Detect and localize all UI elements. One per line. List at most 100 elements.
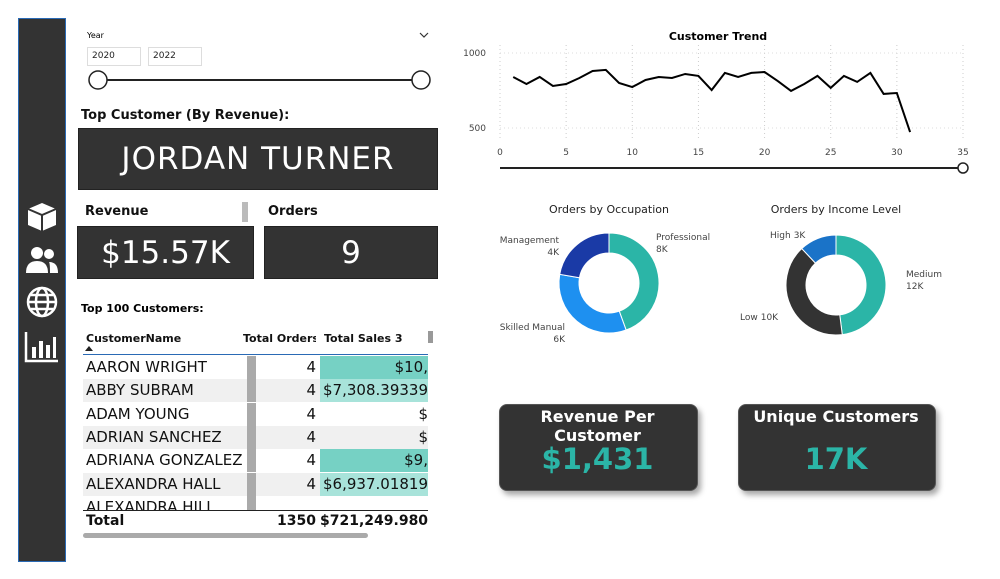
total-sales: $ xyxy=(418,427,428,446)
category-label: Professional xyxy=(656,233,710,243)
kpi-title: Unique Customers xyxy=(753,407,919,426)
chart-title: Orders by Occupation xyxy=(549,203,669,216)
row-gap xyxy=(247,402,256,426)
globe-icon[interactable] xyxy=(26,286,58,318)
year-to[interactable]: 2022 xyxy=(148,47,202,66)
chart-title: Customer Trend xyxy=(669,30,767,43)
y-tick-label: 500 xyxy=(469,124,486,134)
value-label: 12K xyxy=(906,282,924,292)
column-header: Total Orders xyxy=(243,332,316,345)
total-rule xyxy=(83,510,428,511)
table-row: ABBY SUBRAM 4 $7,308.39339 xyxy=(83,379,428,403)
total-orders: 4 xyxy=(306,381,316,400)
x-tick-label: 0 xyxy=(497,148,503,158)
people-icon[interactable] xyxy=(26,247,58,273)
donut-segment xyxy=(785,247,843,336)
donut-segment xyxy=(608,232,660,331)
y-tick-label: 1000 xyxy=(463,49,486,59)
total-cell: 1350 xyxy=(277,513,316,529)
customer-name: ABBY SUBRAM xyxy=(86,381,194,400)
dropdown-chevron[interactable] xyxy=(418,30,430,40)
x-tick-label: 35 xyxy=(957,148,968,158)
category-label: Management xyxy=(500,236,560,246)
revenue-label: Revenue xyxy=(85,204,149,219)
customer-name: ALEXANDRA HILL xyxy=(86,497,215,510)
top-customer-name: JORDAN TURNER xyxy=(78,128,438,190)
donut-segment xyxy=(558,273,627,334)
data-label: Medium 12K xyxy=(906,270,942,292)
header-rule xyxy=(83,354,428,355)
x-tick-label: 5 xyxy=(563,148,569,158)
customer-name: AARON WRIGHT xyxy=(86,358,207,376)
revenue-value: $15.57K xyxy=(77,226,254,279)
box-icon[interactable] xyxy=(27,203,57,231)
data-label: High 3K xyxy=(770,231,806,241)
charts: Customer Trend 0 5 10 15 20 25 30 35 500 1000 Order… xyxy=(463,30,969,345)
h-scrollbar[interactable] xyxy=(83,533,368,538)
year-from[interactable]: 2020 xyxy=(87,47,141,66)
kpi-value: $1,431 xyxy=(541,442,654,476)
year-slider[interactable] xyxy=(85,68,435,94)
value-label: 8K xyxy=(656,245,669,255)
orders-value: 9 xyxy=(264,226,438,279)
trend-slider-handle[interactable] xyxy=(957,162,969,174)
data-label: Management 4K xyxy=(500,236,560,258)
total-orders: 4 xyxy=(306,404,316,423)
category-label: Low xyxy=(740,313,758,323)
row-gap xyxy=(247,449,256,473)
row-gap xyxy=(247,356,256,379)
row-gap xyxy=(247,495,256,510)
value-label: 4K xyxy=(547,248,560,258)
total-sales: $9, xyxy=(320,449,428,473)
total-orders: 4 xyxy=(306,427,316,446)
value-label: 6K xyxy=(553,335,566,345)
sort-arrow[interactable] xyxy=(84,345,94,353)
kpi-value: 17K xyxy=(804,442,868,476)
category-label: High xyxy=(770,231,791,241)
chart-title: Orders by Income Level xyxy=(771,203,902,216)
data-label: Low 10K xyxy=(740,313,779,323)
x-tick-label: 15 xyxy=(693,148,704,158)
total-orders: 4 xyxy=(306,451,316,470)
table-row: ADAM YOUNG 4 $ xyxy=(83,402,428,426)
table-row: ADRIANA GONZALEZ 4 $9, xyxy=(83,449,428,473)
sidebar-icons xyxy=(24,203,58,363)
kpi-card xyxy=(499,404,698,491)
table-row: AARON WRIGHT 4 $10, xyxy=(83,356,428,379)
total-sales: $7,308.39339 xyxy=(320,379,428,403)
total-sales: $6,937.01819 xyxy=(320,472,428,496)
category-label: Medium xyxy=(906,270,942,280)
table-row: ALEXANDRA HALL 4 $6,937.01819 xyxy=(83,472,428,496)
x-tick-label: 20 xyxy=(759,148,771,158)
data-label: Skilled Manual 6K xyxy=(500,323,566,345)
donut-segment xyxy=(801,234,837,264)
row-gap xyxy=(247,379,256,403)
donut-segment xyxy=(559,232,610,279)
kpi-card xyxy=(738,404,936,491)
value-label: 10K xyxy=(761,313,779,323)
orders-label: Orders xyxy=(268,204,318,219)
row-gap xyxy=(247,425,256,449)
scroll-handle xyxy=(242,202,248,222)
customer-name: ALEXANDRA HALL xyxy=(86,474,221,493)
donut-segment xyxy=(835,234,887,336)
x-tick-label: 30 xyxy=(891,148,903,158)
data-label: Professional 8K xyxy=(656,233,710,255)
total-orders: 4 xyxy=(306,474,316,493)
chart-icon[interactable] xyxy=(24,332,58,363)
top-customer-title: Top Customer (By Revenue): xyxy=(81,108,290,123)
x-tick-label: 10 xyxy=(627,148,639,158)
total-cell: Total xyxy=(86,513,125,529)
row-gap xyxy=(247,472,256,496)
total-cell: $721,249.9800 xyxy=(320,513,428,529)
total-sales: $10, xyxy=(320,356,428,379)
x-tick-label: 25 xyxy=(825,148,836,158)
category-label: Skilled Manual xyxy=(500,323,565,333)
table-total: Total 1350 $721,249.9800 xyxy=(83,510,428,533)
customer-name: ADRIAN SANCHEZ xyxy=(86,427,222,446)
header-scroll xyxy=(428,331,433,343)
customer-name: ADRIANA GONZALEZ xyxy=(86,451,243,470)
column-header: CustomerName xyxy=(86,332,182,345)
table-header: CustomerName Total Orders Total Sales 3 xyxy=(83,330,428,353)
